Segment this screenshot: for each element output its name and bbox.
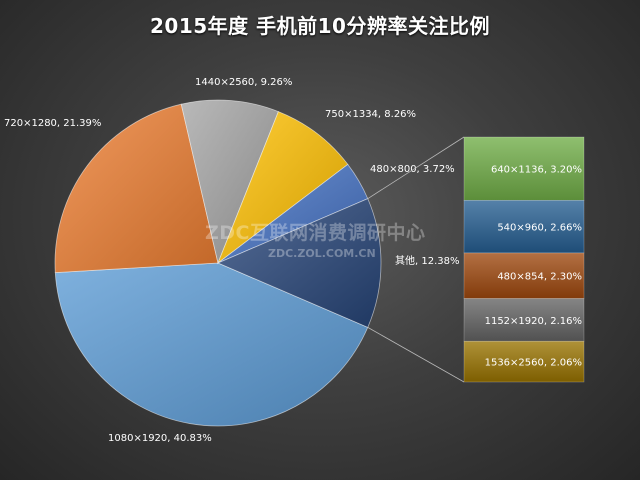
watermark-url: ZDC.ZOL.COM.CN — [268, 247, 376, 260]
pie-slice-1440×2560 — [180, 99, 279, 265]
bar-label-480×854: 480×854, 2.30% — [497, 272, 582, 283]
pie-slice-720×1280 — [54, 103, 219, 274]
pie-slice-其他 — [216, 198, 382, 328]
bar-label-1152×1920: 1152×1920, 2.16% — [485, 316, 582, 327]
pie-label-1080×1920: 1080×1920, 40.83% — [108, 433, 212, 444]
chart-title: 2015年度 手机前10分辨率关注比例 — [150, 14, 490, 38]
pie-slice-750×1334 — [217, 111, 349, 265]
bar-segment-1536×2560 — [463, 340, 585, 383]
bar-label-640×1136: 640×1136, 3.20% — [491, 165, 582, 176]
connector-line-top — [367, 136, 465, 199]
bar-segment-540×960 — [463, 200, 585, 254]
bar-label-1536×2560: 1536×2560, 2.06% — [485, 358, 582, 369]
bar-segment-640×1136 — [463, 136, 585, 201]
bar-segment-480×854 — [463, 252, 585, 299]
pie-label-750×1334: 750×1334, 8.26% — [325, 109, 416, 120]
pie-label-其他: 其他, 12.38% — [395, 254, 460, 267]
bar-label-540×960: 540×960, 2.66% — [497, 223, 582, 234]
connector-line-bottom — [367, 327, 465, 383]
pie-label-720×1280: 720×1280, 21.39% — [4, 118, 101, 129]
watermark-text: ZDC互联网消费调研中心 — [205, 222, 426, 244]
pie-slice-1080×1920 — [54, 262, 369, 427]
bar-segment-1152×1920 — [463, 298, 585, 342]
pie-label-480×800: 480×800, 3.72% — [370, 164, 455, 175]
pie-label-1440×2560: 1440×2560, 9.26% — [195, 77, 292, 88]
